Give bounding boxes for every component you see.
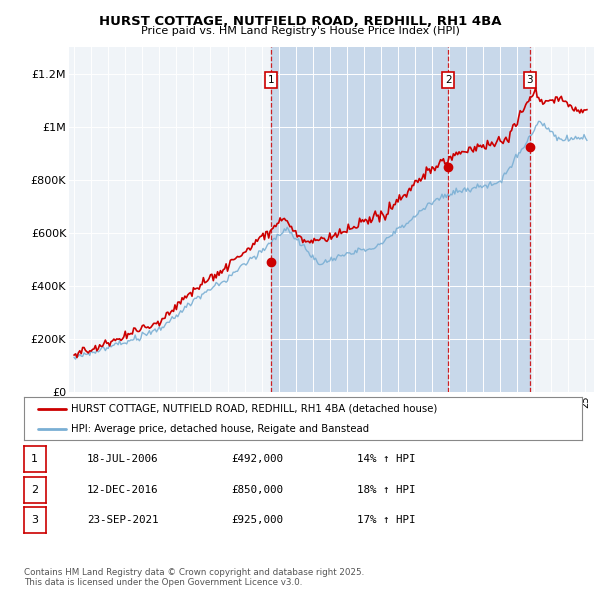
Text: Price paid vs. HM Land Registry's House Price Index (HPI): Price paid vs. HM Land Registry's House … (140, 26, 460, 36)
Text: 14% ↑ HPI: 14% ↑ HPI (357, 454, 415, 464)
Text: HURST COTTAGE, NUTFIELD ROAD, REDHILL, RH1 4BA: HURST COTTAGE, NUTFIELD ROAD, REDHILL, R… (99, 15, 501, 28)
Text: HPI: Average price, detached house, Reigate and Banstead: HPI: Average price, detached house, Reig… (71, 424, 370, 434)
Text: £492,000: £492,000 (231, 454, 283, 464)
Text: 3: 3 (31, 516, 38, 525)
Text: 1: 1 (268, 75, 274, 85)
Text: 12-DEC-2016: 12-DEC-2016 (87, 485, 158, 494)
Text: 2: 2 (445, 75, 452, 85)
Text: 23-SEP-2021: 23-SEP-2021 (87, 516, 158, 525)
Text: 3: 3 (526, 75, 533, 85)
Text: 18-JUL-2006: 18-JUL-2006 (87, 454, 158, 464)
Text: Contains HM Land Registry data © Crown copyright and database right 2025.
This d: Contains HM Land Registry data © Crown c… (24, 568, 364, 587)
Text: HURST COTTAGE, NUTFIELD ROAD, REDHILL, RH1 4BA (detached house): HURST COTTAGE, NUTFIELD ROAD, REDHILL, R… (71, 404, 438, 414)
Text: 2: 2 (31, 485, 38, 494)
Bar (271, 47, 530, 392)
Text: £925,000: £925,000 (231, 516, 283, 525)
Text: £850,000: £850,000 (231, 485, 283, 494)
Text: 18% ↑ HPI: 18% ↑ HPI (357, 485, 415, 494)
Text: 17% ↑ HPI: 17% ↑ HPI (357, 516, 415, 525)
Text: 1: 1 (31, 454, 38, 464)
